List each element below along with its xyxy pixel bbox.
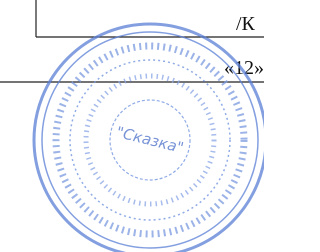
page: /К «12» "Сказка"	[0, 0, 264, 252]
signature-text: /К	[236, 13, 256, 35]
stamp-name: "Сказка"	[114, 123, 185, 157]
